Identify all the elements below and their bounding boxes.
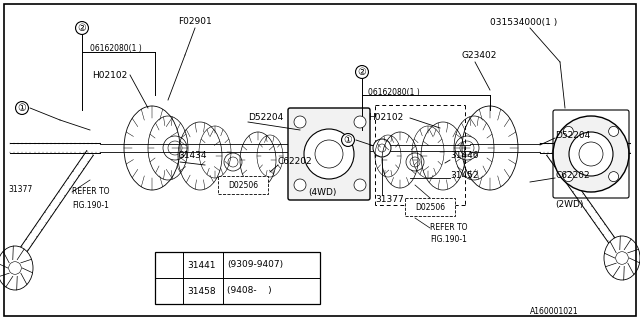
Text: 2: 2 (166, 286, 172, 295)
Text: 31377: 31377 (375, 196, 404, 204)
Circle shape (304, 129, 354, 179)
Text: 1: 1 (166, 260, 172, 269)
Text: 06162080(1 ): 06162080(1 ) (90, 44, 141, 52)
Text: (4WD): (4WD) (308, 188, 337, 196)
Text: 31434: 31434 (178, 150, 207, 159)
Text: 31446: 31446 (450, 150, 479, 159)
Text: 06162080(1 ): 06162080(1 ) (368, 87, 420, 97)
Circle shape (294, 179, 306, 191)
Text: A160001021: A160001021 (530, 308, 579, 316)
Text: FIG.190-1: FIG.190-1 (430, 236, 467, 244)
Text: C62202: C62202 (555, 171, 589, 180)
Text: H02102: H02102 (368, 114, 403, 123)
Text: ①: ① (18, 103, 26, 113)
Circle shape (294, 116, 306, 128)
Text: F02901: F02901 (178, 18, 212, 27)
Circle shape (373, 139, 391, 157)
Text: (9408-    ): (9408- ) (227, 286, 271, 295)
Text: G23402: G23402 (462, 51, 497, 60)
Text: 31458: 31458 (187, 286, 216, 295)
Ellipse shape (604, 236, 640, 280)
Text: ②: ② (358, 67, 366, 77)
Circle shape (553, 116, 629, 192)
Circle shape (569, 132, 613, 176)
Text: 31377: 31377 (8, 186, 32, 195)
FancyBboxPatch shape (288, 108, 370, 200)
Bar (218, 176, 268, 194)
Circle shape (354, 116, 366, 128)
Text: REFER TO: REFER TO (72, 188, 109, 196)
Circle shape (563, 172, 573, 182)
Text: 31452: 31452 (450, 171, 479, 180)
Text: D52204: D52204 (555, 131, 590, 140)
Text: H02102: H02102 (92, 70, 127, 79)
Bar (155, 252, 320, 304)
Text: 031534000(1 ): 031534000(1 ) (490, 18, 557, 27)
Circle shape (354, 179, 366, 191)
Text: 31441: 31441 (187, 260, 216, 269)
Text: C62202: C62202 (278, 157, 312, 166)
Text: D02506: D02506 (228, 180, 258, 189)
Text: FIG.190-1: FIG.190-1 (72, 201, 109, 210)
Ellipse shape (0, 246, 33, 290)
Text: (2WD): (2WD) (555, 201, 584, 210)
Text: (9309-9407): (9309-9407) (227, 260, 283, 269)
Bar (405, 198, 455, 216)
Circle shape (563, 126, 573, 136)
Text: D52204: D52204 (248, 114, 284, 123)
Text: D02506: D02506 (415, 203, 445, 212)
Text: REFER TO: REFER TO (430, 223, 467, 233)
Circle shape (609, 172, 619, 182)
Text: ①: ① (344, 135, 353, 145)
Circle shape (609, 126, 619, 136)
Text: ②: ② (77, 23, 86, 33)
